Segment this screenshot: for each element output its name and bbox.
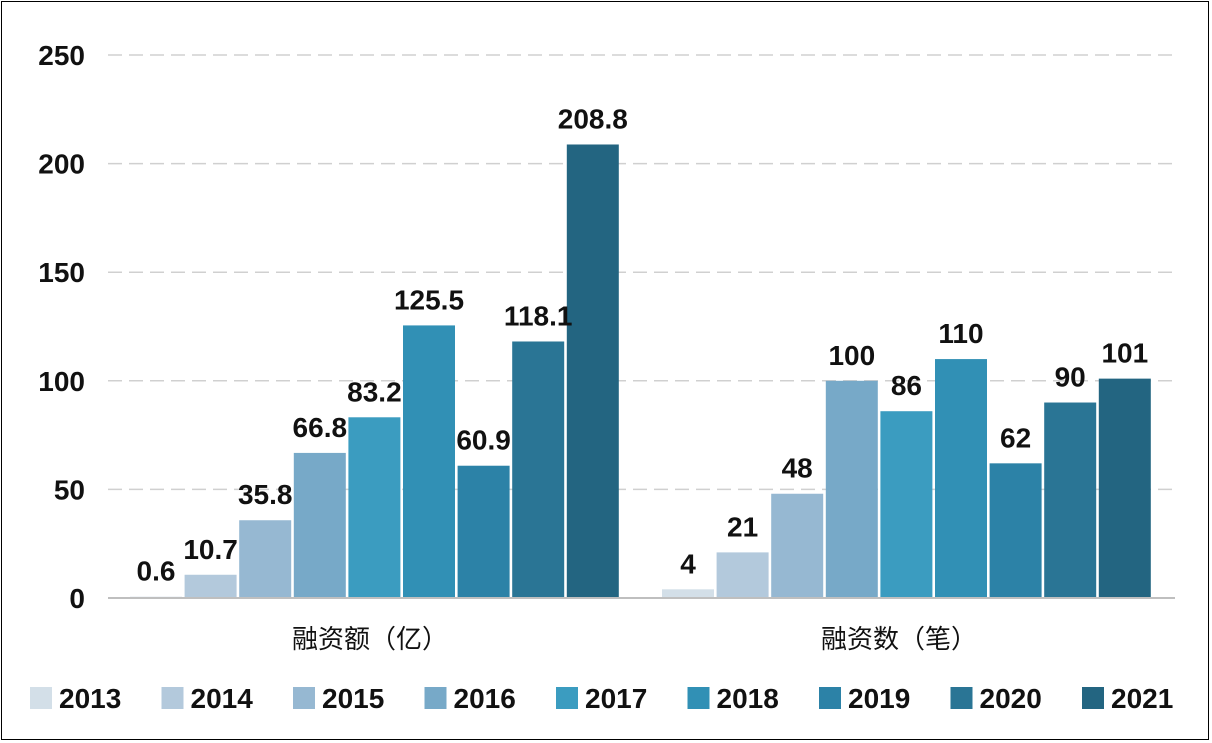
bar-2017-count: [880, 411, 933, 598]
bar-2016-count: [825, 380, 878, 598]
bar-2021-amount: [566, 144, 619, 599]
data-label: 90: [1055, 362, 1086, 393]
legend-swatch-2020: [950, 687, 973, 709]
y-tick-label: 50: [54, 474, 85, 505]
bar-2013-count: [662, 589, 714, 598]
bar-2014-amount: [184, 574, 237, 598]
data-label: 110: [938, 318, 983, 349]
data-label: 118.1: [504, 300, 573, 331]
bar-2020-count: [1044, 402, 1097, 598]
data-label: 35.8: [238, 479, 293, 510]
bar-2017-amount: [348, 417, 401, 598]
legend-swatch-2019: [819, 687, 841, 709]
legend-label: 2015: [322, 683, 384, 714]
legend-label: 2016: [454, 683, 516, 714]
legend-label: 2013: [59, 683, 121, 714]
data-label: 48: [782, 453, 813, 484]
legend-swatch-2015: [293, 687, 315, 709]
legend-label: 2014: [191, 683, 254, 714]
legend-swatch-2021: [1082, 687, 1104, 709]
legend-label: 2018: [717, 683, 779, 714]
legend-swatch-2013: [30, 687, 52, 709]
data-label: 10.7: [183, 534, 238, 565]
data-label: 125.5: [394, 284, 464, 315]
bar-2018-amount: [403, 325, 455, 598]
y-tick-label: 100: [38, 366, 85, 397]
y-tick-label: 250: [38, 40, 85, 71]
data-label: 83.2: [347, 376, 402, 407]
legend: 2013 2014 2015 2016 2017 2018 2019 2020 2021: [30, 683, 1173, 714]
y-tick-label: 200: [38, 149, 85, 180]
category-label: 融资额（亿）: [292, 625, 448, 655]
legend-label: 2017: [585, 683, 647, 714]
y-tick-label: 150: [38, 257, 85, 288]
y-axis-ticks: 0 50 100 150 200 250: [38, 40, 85, 614]
data-label: 86: [891, 370, 922, 401]
bar-2019-amount: [457, 465, 510, 598]
legend-label: 2019: [848, 683, 910, 714]
y-tick-label: 0: [69, 583, 85, 614]
data-label: 0.6: [137, 556, 176, 587]
legend-swatch-2016: [424, 687, 447, 709]
bar-2016-amount: [293, 452, 346, 598]
data-label: 60.9: [456, 425, 511, 456]
category-label: 融资数（笔）: [821, 625, 977, 655]
data-label: 21: [727, 511, 758, 542]
data-label: 62: [1000, 422, 1031, 453]
data-label: 66.8: [293, 412, 348, 443]
bar-2020-amount: [512, 341, 565, 598]
category-labels: 融资额（亿） 融资数（笔）: [292, 625, 977, 655]
data-label: 208.8: [558, 103, 628, 134]
legend-label: 2020: [980, 683, 1042, 714]
legend-swatch-2018: [687, 687, 710, 709]
bar-2018-count: [935, 359, 987, 598]
data-label: 100: [828, 340, 875, 371]
bar-2014-count: [716, 552, 769, 598]
data-labels: 0.6 4 10.7 21 35.8 48 66.8 100 83.2 86 125.5 110 60.…: [137, 103, 1149, 586]
legend-swatch-2014: [161, 687, 184, 709]
legend-swatch-2017: [556, 687, 578, 709]
bars: [130, 144, 1151, 599]
legend-label: 2021: [1111, 683, 1173, 714]
data-label: 4: [680, 548, 696, 579]
data-label: 101: [1101, 338, 1148, 369]
bar-2021-count: [1098, 378, 1151, 598]
bar-2015-count: [771, 493, 824, 598]
bar-2015-amount: [239, 520, 292, 598]
bar-2019-count: [989, 463, 1042, 598]
